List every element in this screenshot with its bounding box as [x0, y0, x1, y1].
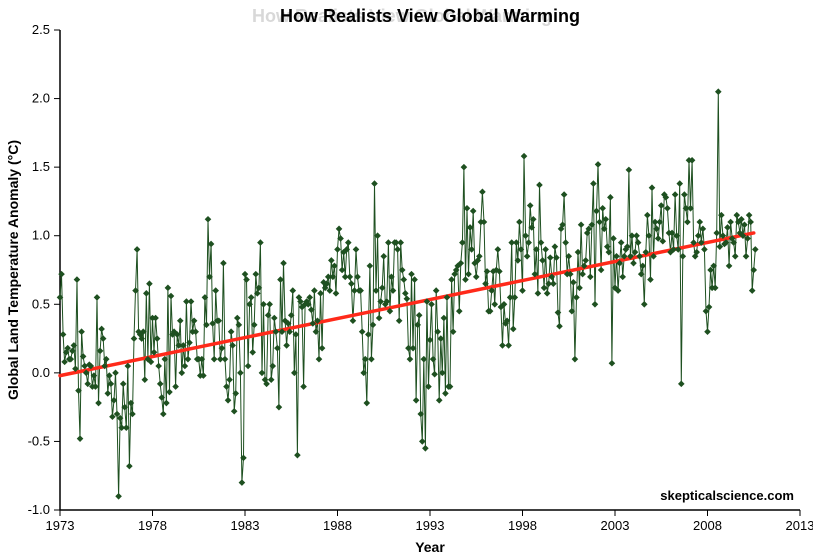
x-tick-label: 1983	[231, 518, 260, 533]
y-tick-label: -1.0	[28, 502, 50, 517]
x-tick-label: 1993	[416, 518, 445, 533]
y-tick-label: 0.0	[32, 365, 50, 380]
y-tick-label: -0.5	[28, 433, 50, 448]
x-tick-label: 1988	[323, 518, 352, 533]
x-tick-label: 1973	[46, 518, 75, 533]
y-tick-label: 1.0	[32, 228, 50, 243]
chart-title: How Realists View Global Warming	[280, 6, 580, 26]
y-tick-label: 0.5	[32, 296, 50, 311]
plot-bg	[0, 0, 813, 555]
x-axis-label: Year	[415, 539, 445, 555]
y-tick-label: 2.0	[32, 91, 50, 106]
x-tick-label: 1978	[138, 518, 167, 533]
x-tick-label: 2013	[786, 518, 813, 533]
y-tick-label: 1.5	[32, 159, 50, 174]
chart: 1973 1978 1983 1988 1993 1998 2003 2008 2013 -1.0…	[0, 0, 813, 555]
x-tick-label: 1998	[508, 518, 537, 533]
x-tick-label: 2008	[693, 518, 722, 533]
y-tick-label: 2.5	[32, 22, 50, 37]
attribution: skepticalscience.com	[660, 488, 794, 503]
x-tick-label: 2003	[601, 518, 630, 533]
y-axis-label: Global Land Temperature Anomaly (°C)	[5, 140, 21, 400]
chart-svg: 1973 1978 1983 1988 1993 1998 2003 2008 2013 -1.0…	[0, 0, 813, 555]
